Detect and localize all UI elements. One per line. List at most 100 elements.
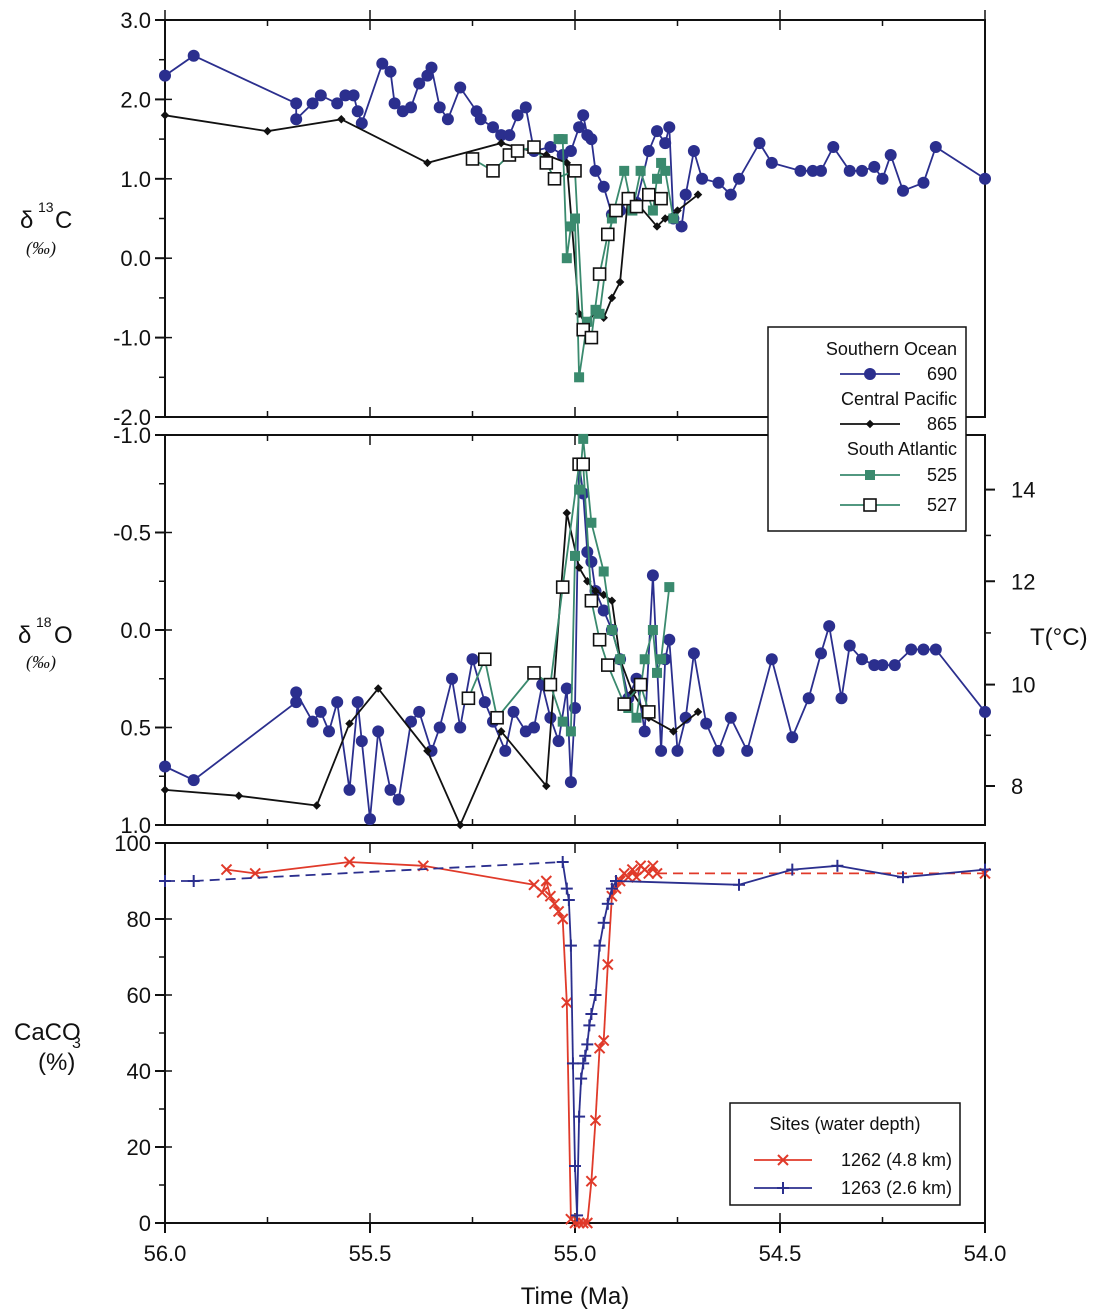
- d18o-point-690: [663, 633, 676, 646]
- d18o-point-690: [544, 711, 557, 724]
- caco3-segment-1263: [578, 1078, 583, 1117]
- d18o-point-690: [499, 744, 512, 757]
- temp-axis-label: T(°C): [1030, 624, 1088, 651]
- d18o-point-690: [433, 721, 446, 734]
- d18o-point-525: [557, 716, 568, 727]
- caco3-segment-1263: [570, 945, 574, 1064]
- caco3-point-1262-4-8-km-: [651, 867, 663, 880]
- d18o-point-527: [617, 697, 632, 711]
- d13c-point-690: [696, 172, 709, 185]
- d18o-point-690: [372, 725, 385, 738]
- d18o-point-690: [712, 744, 725, 757]
- d13c-point-690: [876, 172, 889, 185]
- d13c-point-690: [314, 89, 327, 102]
- d13c-point-690: [815, 164, 827, 177]
- caco3-point-1262-4-8-km-: [548, 898, 561, 910]
- caco3-point-1262-4-8-km-: [589, 1114, 602, 1127]
- d18o-point-690: [581, 546, 594, 558]
- d13c-point-525: [574, 372, 585, 383]
- d13c-point-690: [843, 164, 856, 177]
- d13c-point-690: [794, 164, 807, 177]
- xtick-label: 55.5: [349, 1241, 392, 1266]
- caco3-ytick-label: 40: [127, 1059, 151, 1084]
- caco3-point-1262-4-8-km-: [249, 867, 261, 880]
- d13c-point-690: [687, 145, 700, 158]
- d18o-point-865: [160, 785, 170, 795]
- d13c-point-690: [339, 89, 352, 102]
- d13c-ytick-label: 1.0: [120, 167, 151, 192]
- d13c-point-690: [765, 156, 778, 169]
- legend-entry-1262: 1262 (4.8 km): [841, 1150, 952, 1170]
- d18o-point-690: [290, 686, 303, 699]
- caco3-segment-1263: [567, 899, 572, 946]
- caco3-segment-1262-4-8-km-: [586, 1181, 593, 1224]
- caco3-ytick-label: 0: [139, 1211, 151, 1236]
- d13c-ytick-label: 0.0: [120, 246, 151, 271]
- d18o-point-690: [786, 731, 799, 744]
- legend-bottom: Sites (water depth) 1262 (4.8 km) 1263 (…: [729, 1102, 961, 1206]
- d13c-line-865: [164, 114, 699, 328]
- d18o-point-525: [656, 654, 667, 665]
- d13c-ytick-label: 2.0: [120, 87, 151, 112]
- caco3-segment-1263: [738, 868, 793, 886]
- d18o-point-690: [888, 659, 901, 672]
- d18o-point-865: [312, 801, 321, 810]
- d18o-point-690: [446, 672, 458, 685]
- d13c-point-690: [355, 117, 368, 130]
- d13c-point-865: [263, 126, 272, 136]
- d13c-point-690: [712, 176, 725, 189]
- d18o-point-865: [455, 820, 465, 830]
- d13c-point-690: [388, 97, 401, 110]
- d18o-point-527: [543, 677, 558, 692]
- caco3-point-1262-4-8-km-: [643, 867, 655, 880]
- d13c-ytick-label: 3.0: [120, 8, 151, 33]
- xtick-label: 56.0: [144, 1241, 187, 1266]
- d18o-point-865: [542, 781, 551, 791]
- d18o-point-690: [392, 793, 405, 806]
- caco3-segment-1262-4-8-km-: [594, 1048, 601, 1121]
- d18o-ytick-label: 1.0: [120, 813, 151, 838]
- d18o-point-690: [724, 711, 737, 724]
- xtick-label: 55.0: [554, 1241, 597, 1266]
- d18o-point-525: [570, 550, 580, 561]
- caco3-ytick-label: 60: [127, 983, 151, 1008]
- d13c-point-527: [568, 164, 582, 178]
- d13c-point-690: [433, 101, 446, 114]
- d13c-point-690: [290, 97, 303, 110]
- d13c-point-865: [423, 158, 432, 168]
- d18o-point-690: [765, 653, 778, 666]
- legend-bottom-marker: [777, 1154, 789, 1166]
- d13c-point-690: [884, 148, 897, 161]
- d13c-point-690: [487, 121, 499, 134]
- d13c-point-525: [570, 213, 580, 224]
- d18o-point-690: [843, 639, 856, 652]
- d13c-point-690: [187, 49, 200, 62]
- d18o-point-690: [364, 813, 376, 826]
- d18o-point-527: [477, 652, 492, 667]
- d13c-point-690: [753, 137, 766, 150]
- d13c-point-690: [347, 89, 360, 102]
- d13c-point-690: [519, 101, 532, 114]
- d13c-point-525: [660, 165, 671, 176]
- caco3-point-1262-4-8-km-: [561, 996, 573, 1009]
- caco3-point-1262-4-8-km-: [573, 1217, 585, 1229]
- d13c-point-690: [651, 125, 663, 138]
- legend-marker-865: [865, 419, 875, 429]
- d18o-point-525: [578, 433, 589, 444]
- d13c-point-525: [619, 165, 630, 176]
- caco3-segment-1262-4-8-km-: [226, 868, 256, 875]
- legend-top: Southern Ocean 690 Central Pacific 865 S…: [767, 326, 967, 532]
- d13c-point-690: [544, 141, 557, 154]
- d18o-point-690: [646, 569, 659, 582]
- d13c-point-525: [582, 316, 593, 327]
- d13c-point-527: [465, 152, 480, 166]
- d18o-point-525: [664, 582, 675, 593]
- d13c-point-865: [615, 277, 625, 287]
- d13c-point-527: [609, 203, 623, 218]
- d13c-point-690: [413, 77, 426, 90]
- d18o-point-690: [478, 696, 491, 709]
- d13c-point-690: [979, 172, 991, 185]
- d13c-point-690: [806, 164, 819, 177]
- panel-d18o: -1.0 -0.5 0.0 0.5 1.0 14 12 10 8 δ 18 O (‰) T(°C…: [18, 423, 1088, 838]
